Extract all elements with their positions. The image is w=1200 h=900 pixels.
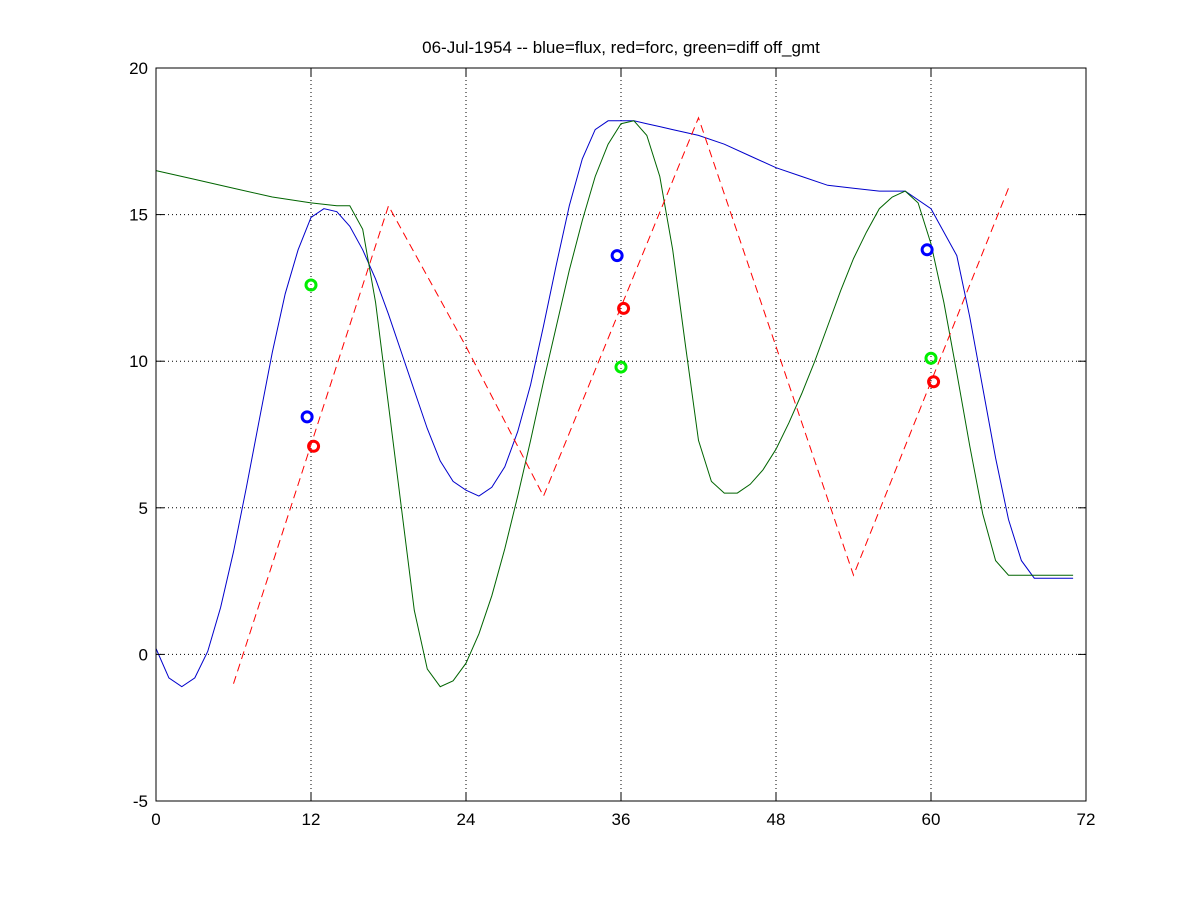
observation-marker [614, 360, 628, 374]
observation-marker [610, 249, 624, 263]
series-diff-line [155, 120, 1074, 688]
observation-marker [924, 351, 938, 365]
x-tick-label: 36 [612, 810, 631, 829]
x-tick-label: 12 [302, 810, 321, 829]
y-tick-label: 0 [139, 645, 148, 664]
observation-marker [307, 439, 321, 453]
y-tick-label: -5 [133, 792, 148, 811]
marker-group [300, 243, 941, 453]
x-tick-label: 72 [1077, 810, 1096, 829]
y-tick-label: 15 [129, 206, 148, 225]
grid [156, 68, 1086, 801]
series-flux-line [155, 120, 1074, 688]
series-group [155, 116, 1074, 688]
x-tick-label: 60 [922, 810, 941, 829]
x-tick-label: 48 [767, 810, 786, 829]
observation-marker [617, 301, 631, 315]
chart-title: 06-Jul-1954 -- blue=flux, red=forc, gree… [422, 38, 820, 57]
observation-marker [304, 278, 318, 292]
series-forc-line [233, 116, 1009, 684]
observation-marker [300, 410, 314, 424]
y-tick-label: 10 [129, 352, 148, 371]
x-tick-label: 0 [151, 810, 160, 829]
plot-frame [155, 67, 1087, 802]
observation-marker [920, 243, 934, 257]
y-tick-label: 20 [129, 59, 148, 78]
y-tick-label: 5 [139, 499, 148, 518]
observation-marker [927, 375, 941, 389]
x-tick-label: 24 [457, 810, 476, 829]
